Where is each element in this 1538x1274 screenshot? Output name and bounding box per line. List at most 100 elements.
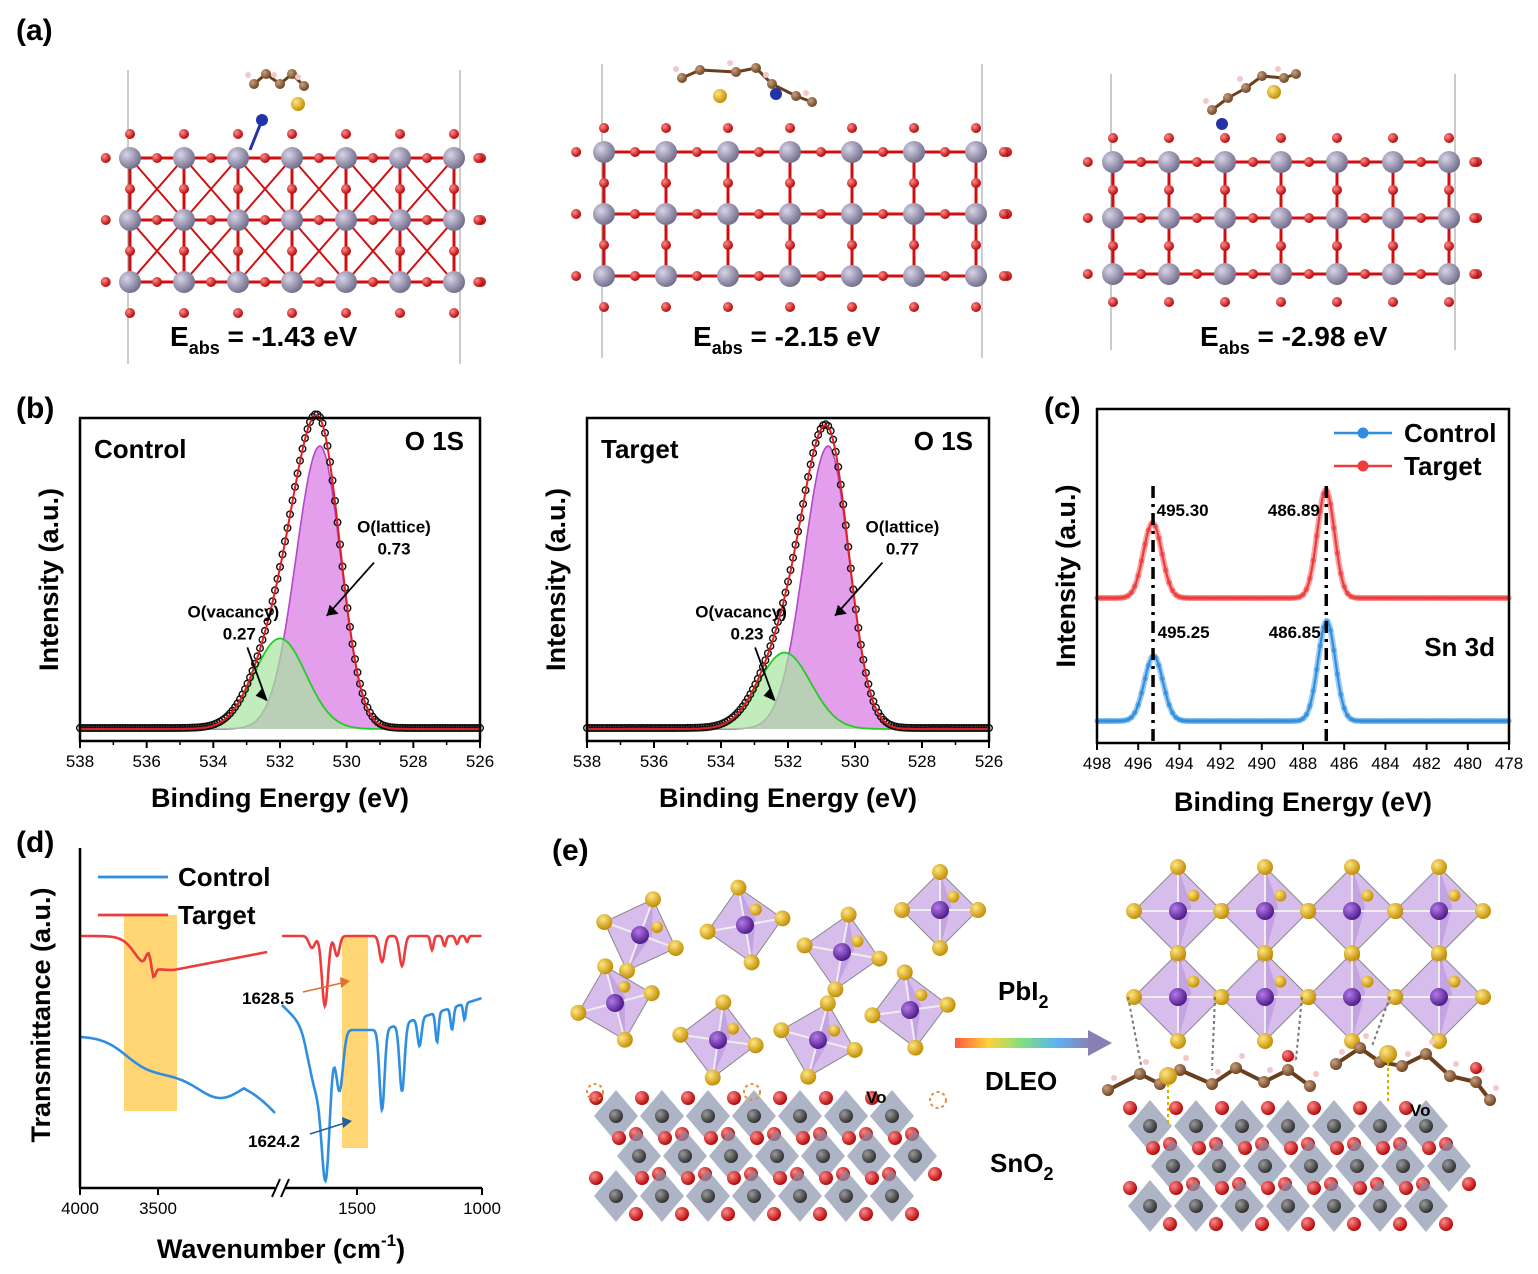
i-atom xyxy=(672,1026,689,1043)
c-atom xyxy=(1174,1064,1186,1076)
bond xyxy=(129,157,185,221)
sn-atom xyxy=(816,1149,830,1163)
o-atom xyxy=(865,1171,879,1185)
o-atom xyxy=(865,1091,879,1105)
pb-s-interaction xyxy=(1127,996,1143,1071)
raw-point xyxy=(937,723,946,732)
o-atom xyxy=(571,271,582,281)
x-tick-label: 532 xyxy=(774,752,802,771)
i-atom xyxy=(1170,945,1186,961)
raw-point xyxy=(418,723,427,732)
raw-point xyxy=(143,723,152,732)
o-atom xyxy=(422,153,432,163)
o-atom xyxy=(785,123,795,133)
pb-atom xyxy=(709,1031,727,1049)
dleo-molecule xyxy=(1330,1033,1499,1106)
sn-atom xyxy=(1327,1199,1341,1213)
sn-atom xyxy=(1158,151,1180,173)
i-atom xyxy=(597,958,614,975)
o-atom xyxy=(179,246,189,256)
o-atom xyxy=(661,123,671,133)
xps-sn3d-chart: 495.25 486.85 495.30 486.89 498 496 494 492 490 4… xyxy=(1051,407,1523,817)
sn-atom xyxy=(1304,1159,1318,1173)
o-atom xyxy=(589,1091,603,1105)
sn-atom xyxy=(1419,1119,1433,1133)
o-atom xyxy=(796,1131,810,1145)
o-atom xyxy=(704,1131,718,1145)
peak-label: 486.89 xyxy=(1268,501,1320,520)
o-atom xyxy=(206,153,216,163)
c-atom xyxy=(1134,1068,1146,1080)
o-atom xyxy=(1220,185,1230,195)
o-atom xyxy=(819,1091,833,1105)
pb-s-interaction xyxy=(1295,996,1303,1061)
sn-atom xyxy=(701,1189,715,1203)
i-atom xyxy=(864,1007,881,1024)
reaction-arrow xyxy=(955,1030,1112,1056)
o-atom xyxy=(179,308,189,318)
series-control: 495.25 486.85 xyxy=(1094,617,1512,724)
i-atom xyxy=(827,981,844,998)
i-atom xyxy=(727,1022,740,1035)
o-atom xyxy=(675,1207,689,1221)
sn-atom xyxy=(281,209,303,231)
o-atom xyxy=(1164,241,1174,251)
o-atom xyxy=(449,308,459,318)
o-atom xyxy=(1284,1141,1298,1155)
o-atom xyxy=(750,1131,764,1145)
x-tick-label: 492 xyxy=(1206,754,1234,773)
x-tick-label: 3500 xyxy=(139,1199,177,1218)
o-atom xyxy=(1164,297,1174,307)
sn-atom xyxy=(593,265,615,287)
sn-atom xyxy=(1281,1119,1295,1133)
sn-atom xyxy=(227,209,249,231)
i-atom xyxy=(871,950,888,967)
c-atom xyxy=(1241,83,1251,93)
o-atom xyxy=(1304,157,1314,167)
raw-point xyxy=(675,723,684,732)
oxygen-vacancy-marker xyxy=(929,1091,947,1109)
bond xyxy=(345,219,401,283)
o-atom xyxy=(1169,1101,1183,1115)
legend-label: Target xyxy=(1404,451,1482,481)
data-point xyxy=(1314,533,1320,539)
data-point xyxy=(1334,671,1340,677)
c-atom xyxy=(275,79,285,89)
raw-point xyxy=(155,723,164,732)
o-atom xyxy=(125,308,135,318)
raw-point xyxy=(640,723,649,732)
bond xyxy=(248,119,264,151)
sn-atom xyxy=(724,1149,738,1163)
raw-point xyxy=(650,723,659,732)
c-atom xyxy=(1470,1076,1482,1088)
c-atom xyxy=(677,73,687,83)
o-atom xyxy=(723,302,733,312)
data-point xyxy=(1169,587,1176,594)
x-axis-title: Wavenumber (cm-1) xyxy=(157,1231,405,1264)
i-atom xyxy=(1213,989,1229,1005)
h-atom xyxy=(245,72,251,78)
control-peak-pointer xyxy=(309,1121,349,1135)
raw-point xyxy=(934,723,943,732)
o-atom xyxy=(599,302,609,312)
sn-atom xyxy=(779,203,801,225)
sno2-slab xyxy=(571,64,1012,358)
o-atom xyxy=(888,1131,902,1145)
target-peak-pointer xyxy=(302,981,347,993)
c-atom xyxy=(1258,1076,1270,1088)
sn-atom xyxy=(655,141,677,163)
pbi6-octahedron xyxy=(894,864,986,956)
i-atom xyxy=(1257,1033,1273,1049)
pb-atom xyxy=(1343,902,1361,920)
o-atom xyxy=(635,1171,649,1185)
o-atom xyxy=(125,184,135,194)
o-atom xyxy=(1108,185,1118,195)
o-atom xyxy=(1469,269,1480,279)
panel-c-label: (c) xyxy=(1044,392,1081,425)
n-atom xyxy=(1216,118,1228,130)
o-atom xyxy=(1388,185,1398,195)
h-atom xyxy=(1237,76,1243,82)
o-atom xyxy=(971,240,981,250)
data-point xyxy=(1303,586,1310,592)
pbi6-octahedron xyxy=(796,906,888,998)
